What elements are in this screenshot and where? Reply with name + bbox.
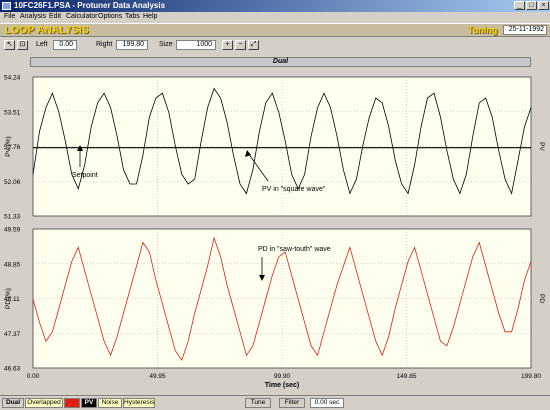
pd-ytick-label: 48.85: [4, 261, 21, 268]
size-label: Size: [159, 41, 173, 48]
pv-annotation: PV in "square wave": [262, 186, 326, 193]
pv-ytick-label: 51.33: [4, 214, 21, 221]
tab-pd[interactable]: PD: [64, 398, 80, 408]
header-bar: LOOP ANALYSIS Tuning 25-11-1992: [0, 23, 550, 37]
pv-ytick-label: 52.76: [4, 144, 21, 151]
app-icon: [2, 2, 11, 10]
menu-options[interactable]: Options: [98, 13, 123, 20]
title-bar: 10FC26F1.PSA - Protuner Data Analysis _ …: [0, 0, 550, 12]
window-title: 10FC26F1.PSA - Protuner Data Analysis: [14, 1, 166, 10]
xtick-label: 149.85: [397, 373, 417, 380]
zoom-fit-icon[interactable]: ⤢: [248, 40, 259, 50]
pd-ytick-label: 47.37: [4, 331, 21, 338]
menu-help[interactable]: Help: [143, 13, 158, 20]
menu-file[interactable]: File: [4, 13, 16, 20]
size-input[interactable]: 1000: [176, 40, 216, 50]
pd-ytick-label: 48.11: [4, 296, 20, 303]
xlabel: Time (sec): [265, 382, 300, 389]
menu-calculator[interactable]: Calculator: [66, 13, 98, 20]
dual-plot: 54.24 53.51 52.76 52.06 51.33 PV (%) PV Setpoin…: [4, 75, 545, 390]
date-field[interactable]: 25-11-1992: [503, 25, 547, 35]
pv-arrow: [247, 152, 269, 182]
zoom-out-icon[interactable]: −: [235, 40, 246, 50]
maximize-button[interactable]: □: [526, 1, 537, 10]
tab-pv[interactable]: PV: [81, 398, 97, 408]
tab-overlapped[interactable]: Overlapped: [25, 398, 63, 408]
status-bar: Dual Overlapped PD PV Noise Hysteresis T…: [0, 395, 550, 410]
menu-edit[interactable]: Edit: [49, 13, 62, 20]
pv-arrowhead: [245, 150, 251, 157]
xtick-label: 0.00: [27, 373, 40, 380]
time-readout: 0.00 sec: [310, 398, 344, 408]
mode-label: Tuning: [468, 25, 498, 35]
menu-tabs[interactable]: Tabs: [125, 13, 140, 20]
left-label: Left: [36, 41, 48, 48]
pv-ytick-label: 52.06: [4, 179, 21, 186]
xtick-label: 99.90: [274, 373, 291, 380]
xtick-label: 49.95: [149, 373, 166, 380]
setpoint-annotation: Setpoint: [72, 172, 98, 179]
pv-ylabel-right: PV: [538, 142, 545, 151]
pd-ylabel-right: PD: [538, 294, 545, 303]
filter-button[interactable]: Filter: [279, 398, 305, 408]
pd-ytick-label: 49.59: [4, 227, 21, 234]
pd-ylabel: PD (%): [5, 288, 12, 309]
pv-ylabel: PV (%): [5, 136, 12, 157]
tab-dual[interactable]: Dual: [2, 398, 24, 408]
cursor-tool-icon[interactable]: ↖: [4, 40, 15, 50]
left-input[interactable]: 0.00: [53, 40, 77, 50]
pv-ytick-label: 54.24: [4, 75, 21, 82]
pv-ytick-label: 53.51: [4, 109, 21, 116]
close-button[interactable]: ×: [538, 1, 549, 10]
zoom-in-icon[interactable]: +: [222, 40, 233, 50]
tune-button[interactable]: Tune: [245, 398, 271, 408]
pv-trace: [32, 87, 532, 195]
tab-hysteresis[interactable]: Hysteresis: [123, 398, 155, 408]
redraw-tool-icon[interactable]: ⊡: [17, 40, 28, 50]
right-label: Right: [96, 41, 113, 48]
menu-analysis[interactable]: Analysis: [20, 13, 47, 20]
pd-trace: [32, 236, 532, 361]
pd-arrowhead: [259, 275, 265, 281]
right-input[interactable]: 199.80: [116, 40, 148, 50]
pd-ytick-label: 46.63: [4, 366, 21, 373]
plot-title: Dual: [30, 57, 531, 67]
menu-bar: File Analysis Edit Calculator Options Ta…: [0, 12, 550, 23]
tab-noise[interactable]: Noise: [98, 398, 122, 408]
toolbar: ↖ ⊡ Left 0.00 Right 199.80 Size 1000 + −…: [0, 37, 550, 54]
section-title: LOOP ANALYSIS: [5, 25, 90, 36]
setpoint-arrowhead: [77, 145, 83, 151]
minimize-button[interactable]: _: [514, 1, 525, 10]
pd-annotation: PD in "saw-touth" wave: [258, 246, 331, 253]
xtick-label: 199.80: [521, 373, 541, 380]
